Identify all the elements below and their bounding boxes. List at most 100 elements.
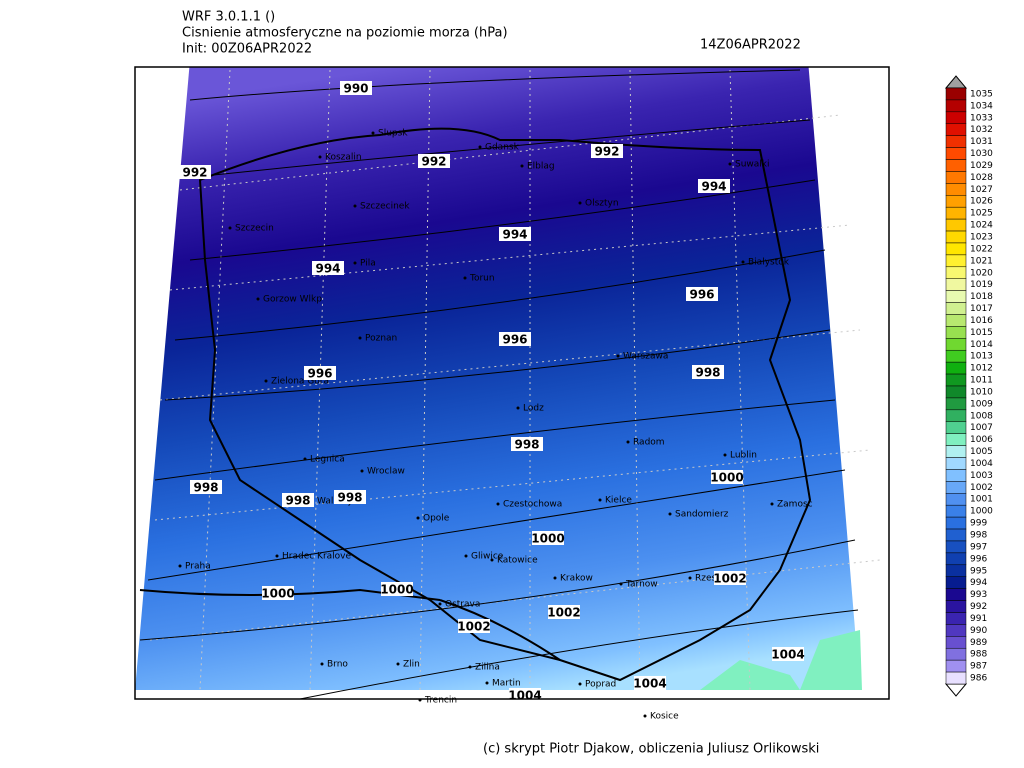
contour-label-bg [511,437,543,451]
city-label: Koszalin [325,153,362,163]
colorbar-cell [945,588,967,601]
colorbar-cell [945,183,967,196]
contour-label-bg [692,365,724,379]
contour-label-bg [304,366,336,380]
city-label: Sandomierz [675,510,729,520]
contour-label-bg [698,179,730,193]
city-marker [516,406,520,410]
contour-label-bg [532,531,564,545]
contour-label: 990 [343,82,368,96]
city-marker [353,204,357,208]
city-marker [358,336,362,340]
colorbar-bottom-arrow [944,683,968,697]
city-label: Wroclaw [367,467,405,477]
colorbar-label: 1025 [970,209,993,219]
colorbar-cell [945,481,967,494]
colorbar-cell [945,290,967,303]
colorbar-label: 1009 [970,399,993,409]
city-marker [360,469,364,473]
city-marker [178,564,182,568]
colorbar-cell [945,302,967,315]
model-name: WRF 3.0.1.1 () [182,10,275,25]
city-label: Lublin [730,451,757,461]
city-label: Radom [633,438,665,448]
colorbar-cell [945,195,967,208]
colorbar-label: 1002 [970,483,993,493]
colorbar-cell [945,493,967,506]
city-label: Ostrava [445,600,480,610]
colorbar-label: 1006 [970,435,993,445]
contour-label: 992 [594,145,619,159]
contour-label: 1000 [531,532,564,546]
city-marker [626,440,630,444]
city-label: Bialystok [748,258,790,268]
city-label: Trencin [424,696,457,706]
city-label: Lodz [523,404,544,414]
city-marker [770,502,774,506]
city-label: Zilina [475,663,500,673]
colorbar-cell [945,266,967,279]
city-label: Szczecin [235,224,274,234]
city-label: Kosice [650,712,679,722]
colorbar-label: 1024 [970,221,993,231]
contour-label-bg [334,490,366,504]
contour-label: 1004 [633,677,666,691]
colorbar-cell [945,659,967,673]
city-label: Legnica [310,455,345,465]
contour-label: 1002 [713,572,746,586]
colorbar-cell [945,206,967,220]
city-marker [496,502,500,506]
colorbar-cell [945,433,967,446]
colorbar-cell [945,457,967,470]
city-marker [478,145,482,149]
contour-label-bg [711,470,743,484]
contour-label: 996 [307,367,332,381]
contour-label-bg [499,227,531,241]
city-marker [616,354,620,358]
colorbar-label: 986 [970,674,987,684]
contour-label-bg [591,144,623,158]
colorbar-cell [945,469,967,482]
map-area: Slupsk Koszalin Gdansk Elblag Suwalki Olsztyn… [135,67,881,699]
colorbar-label: 1029 [970,161,993,171]
contour-label-bg [686,287,718,301]
colorbar-cell [945,445,967,458]
city-marker [741,260,745,264]
city-marker [723,453,727,457]
colorbar-cell [945,421,967,434]
city-label: Gdansk [485,143,520,153]
colorbar-label: 1035 [970,89,993,99]
city-marker [463,276,467,280]
colorbar-cell [945,552,967,566]
contour-label-bg [340,81,372,95]
colorbar-cell [945,123,967,136]
contour-label: 992 [182,166,207,180]
city-label: Pila [360,259,376,269]
contour-label-bg [282,493,314,507]
contour-label: 1002 [457,620,490,634]
contour-label-bg [458,619,490,633]
colorbar-cell [945,516,967,530]
colorbar-label: 1012 [970,364,993,374]
colorbar-cell [945,218,967,232]
footer-credit: (c) skrypt Piotr Djakow, obliczenia Juli… [483,742,819,757]
colorbar-cell [945,636,967,649]
contour-label-bg [190,480,222,494]
colorbar-label: 1007 [970,423,993,433]
colorbar-cell [945,314,967,327]
city-label: Szczecinek [360,202,410,212]
colorbar-cell [945,397,967,411]
colorbar-label: 998 [970,531,987,541]
colorbar-label: 1017 [970,304,993,314]
colorbar-cell [945,540,967,554]
contour-label: 998 [337,491,362,505]
contour-label-bg [262,586,294,600]
colorbar-cell [945,564,967,577]
city-marker [668,512,672,516]
city-label: Kielce [605,496,632,506]
colorbar-cell [945,159,967,172]
colorbar-cell [945,254,967,268]
colorbar-label: 1005 [970,447,993,457]
chart-title: Cisnienie atmosferyczne na poziomie morz… [182,26,508,41]
city-marker [643,714,647,718]
